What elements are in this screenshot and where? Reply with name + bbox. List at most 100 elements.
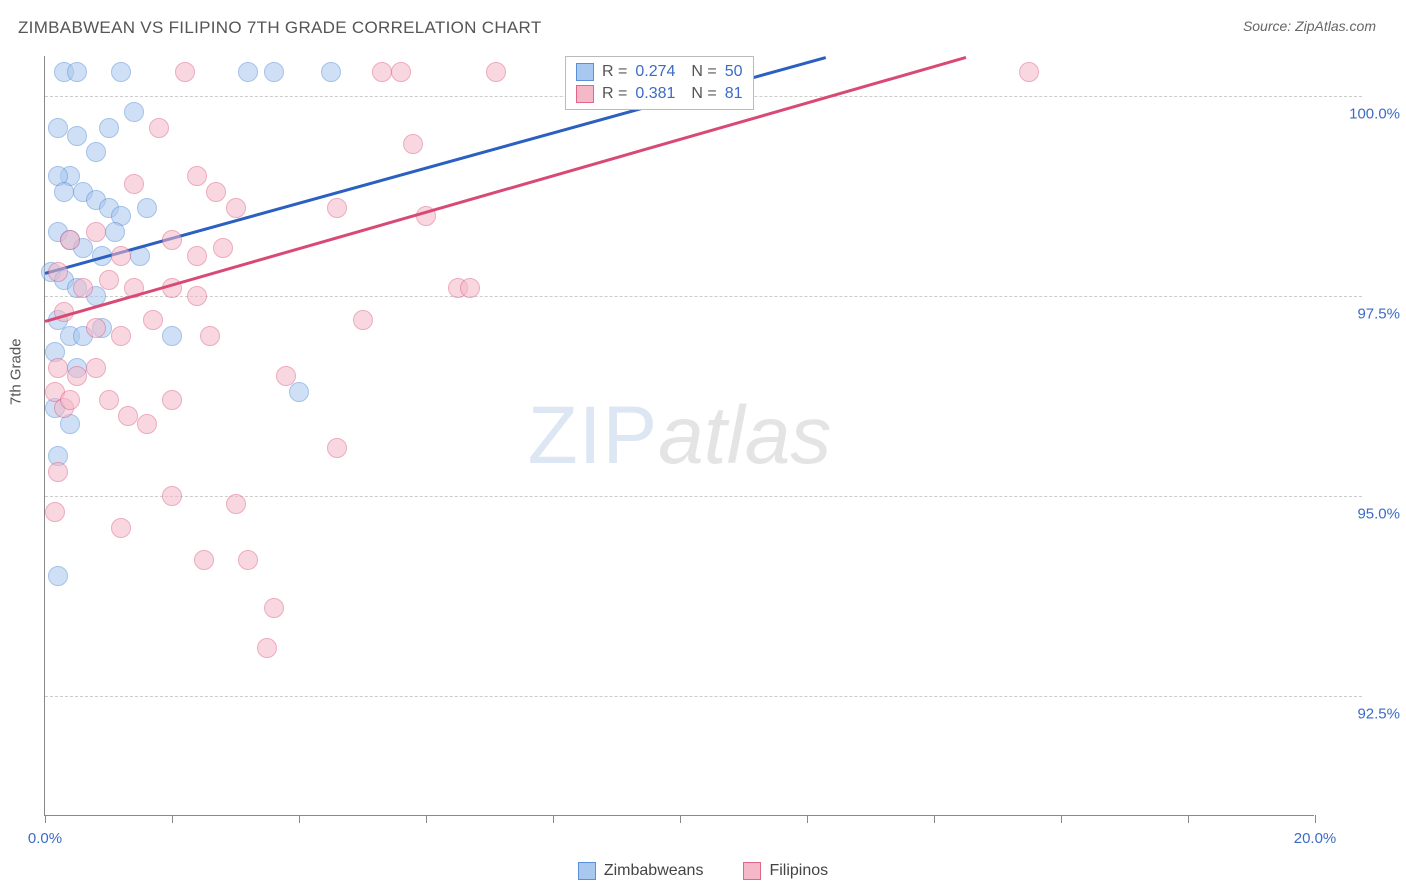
x-tick (934, 815, 935, 823)
scatter-point (105, 222, 125, 242)
x-tick (1188, 815, 1189, 823)
scatter-point (48, 566, 68, 586)
x-tick (299, 815, 300, 823)
scatter-point (213, 238, 233, 258)
scatter-point (321, 62, 341, 82)
stats-n-label: N = (691, 63, 716, 81)
scatter-point (486, 62, 506, 82)
stats-row: R = 0.274 N = 50 (576, 61, 743, 83)
watermark-atlas: atlas (658, 390, 831, 481)
scatter-point (137, 198, 157, 218)
scatter-point (238, 550, 258, 570)
scatter-point (238, 62, 258, 82)
legend-item-zimbabweans: Zimbabweans (578, 862, 704, 880)
x-tick-label: 20.0% (1294, 830, 1337, 847)
y-tick-label: 92.5% (1357, 706, 1400, 723)
scatter-point (226, 494, 246, 514)
source-label: Source: ZipAtlas.com (1243, 18, 1376, 34)
scatter-point (60, 230, 80, 250)
scatter-point (67, 126, 87, 146)
scatter-point (175, 62, 195, 82)
y-tick-label: 100.0% (1349, 106, 1400, 123)
scatter-point (143, 310, 163, 330)
stats-r-value: 0.274 (635, 63, 675, 81)
scatter-point (111, 62, 131, 82)
stats-r-label: R = (602, 85, 627, 103)
scatter-point (276, 366, 296, 386)
stats-box: R =0.274N =50R =0.381N =81 (565, 56, 754, 110)
scatter-point (460, 278, 480, 298)
scatter-point (45, 502, 65, 522)
scatter-point (187, 246, 207, 266)
stats-n-value: 81 (725, 85, 743, 103)
scatter-point (99, 390, 119, 410)
y-axis-label: 7th Grade (8, 338, 25, 405)
watermark: ZIPatlas (528, 389, 832, 483)
scatter-point (391, 62, 411, 82)
scatter-point (162, 486, 182, 506)
scatter-point (48, 118, 68, 138)
scatter-point (162, 230, 182, 250)
scatter-point (403, 134, 423, 154)
scatter-point (200, 326, 220, 346)
scatter-point (111, 326, 131, 346)
scatter-point (54, 182, 74, 202)
scatter-point (48, 358, 68, 378)
scatter-point (353, 310, 373, 330)
scatter-point (327, 198, 347, 218)
legend-swatch-icon (743, 862, 761, 880)
scatter-point (327, 438, 347, 458)
scatter-point (372, 62, 392, 82)
scatter-point (124, 174, 144, 194)
legend-label: Zimbabweans (604, 862, 704, 880)
scatter-point (289, 382, 309, 402)
x-tick (1315, 815, 1316, 823)
scatter-point (99, 118, 119, 138)
scatter-point (124, 102, 144, 122)
scatter-point (187, 286, 207, 306)
x-tick (807, 815, 808, 823)
x-tick-label: 0.0% (28, 830, 62, 847)
scatter-point (162, 390, 182, 410)
scatter-point (149, 118, 169, 138)
scatter-point (86, 142, 106, 162)
stats-n-value: 50 (725, 63, 743, 81)
scatter-point (67, 62, 87, 82)
chart-title: ZIMBABWEAN VS FILIPINO 7TH GRADE CORRELA… (18, 18, 542, 38)
scatter-point (86, 318, 106, 338)
watermark-zip: ZIP (528, 390, 659, 481)
scatter-point (86, 222, 106, 242)
scatter-point (86, 358, 106, 378)
scatter-point (60, 390, 80, 410)
x-tick (553, 815, 554, 823)
grid-line (45, 696, 1362, 697)
y-tick-label: 95.0% (1357, 506, 1400, 523)
scatter-point (264, 62, 284, 82)
scatter-point (48, 262, 68, 282)
x-tick (1061, 815, 1062, 823)
scatter-point (257, 638, 277, 658)
x-tick (172, 815, 173, 823)
stats-r-label: R = (602, 63, 627, 81)
scatter-point (99, 270, 119, 290)
stats-swatch-icon (576, 85, 594, 103)
y-tick-label: 97.5% (1357, 306, 1400, 323)
stats-swatch-icon (576, 63, 594, 81)
scatter-point (194, 550, 214, 570)
scatter-point (187, 166, 207, 186)
legend-label: Filipinos (769, 862, 828, 880)
grid-line (45, 296, 1362, 297)
chart-plot-area: ZIPatlas 92.5%95.0%97.5%100.0%0.0%20.0%R… (44, 56, 1314, 816)
stats-n-label: N = (691, 85, 716, 103)
scatter-point (111, 518, 131, 538)
scatter-point (67, 366, 87, 386)
scatter-point (48, 462, 68, 482)
scatter-point (1019, 62, 1039, 82)
stats-row: R =0.381N =81 (576, 83, 743, 105)
scatter-point (206, 182, 226, 202)
scatter-point (111, 246, 131, 266)
bottom-legend: Zimbabweans Filipinos (0, 862, 1406, 880)
scatter-point (137, 414, 157, 434)
scatter-point (73, 278, 93, 298)
x-tick (45, 815, 46, 823)
